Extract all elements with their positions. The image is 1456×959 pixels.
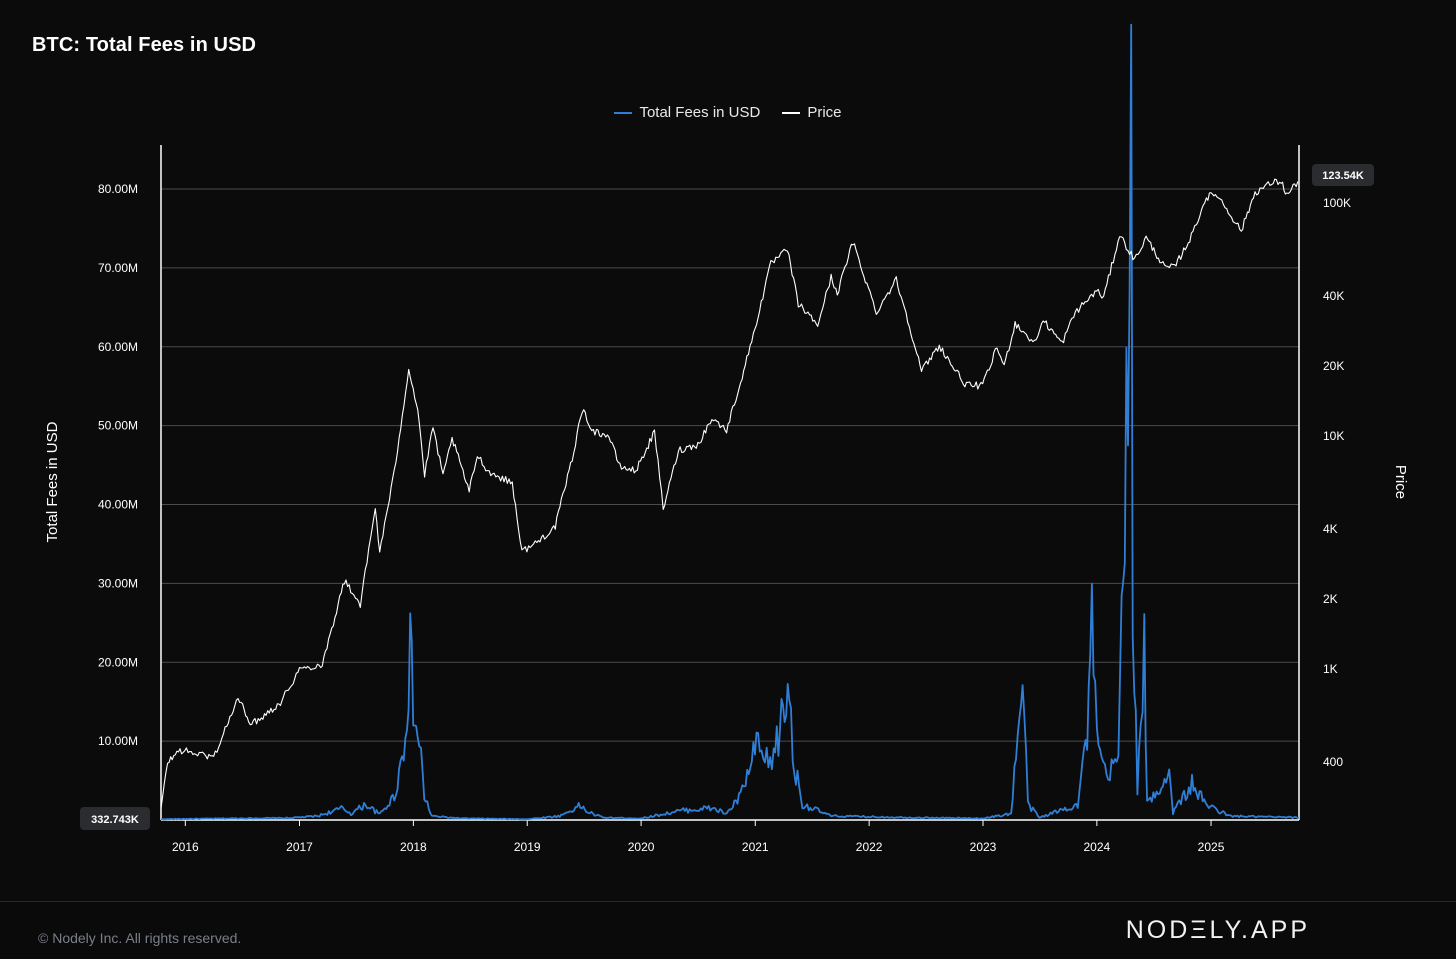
- left-tick-label: 10.00M: [98, 734, 138, 748]
- x-tick-label: 2021: [742, 840, 769, 854]
- last-price-badge: 123.54K: [1312, 164, 1374, 186]
- left-axis-title: Total Fees in USD: [44, 421, 61, 542]
- x-tick-label: 2018: [400, 840, 427, 854]
- left-tick-label: 60.00M: [98, 340, 138, 354]
- x-axis-ticks: 2016 2017 2018 2019 2020 2021 2022 2023 2024 2025: [172, 820, 1225, 854]
- legend-item-fees[interactable]: Total Fees in USD: [614, 104, 760, 121]
- x-tick-label: 2016: [172, 840, 199, 854]
- right-tick-label: 2K: [1323, 592, 1338, 606]
- min-value-badge-text: 332.743K: [91, 814, 139, 826]
- left-tick-label: 80.00M: [98, 182, 138, 196]
- x-tick-label: 2020: [628, 840, 655, 854]
- left-tick-label: 40.00M: [98, 498, 138, 512]
- x-tick-label: 2024: [1084, 840, 1111, 854]
- gridlines: [161, 188, 1299, 742]
- left-tick-label: 50.00M: [98, 419, 138, 433]
- right-tick-label: 40K: [1323, 289, 1344, 303]
- left-axis-ticks: 10.00M 20.00M 30.00M 40.00M 50.00M 60.00M 70.0…: [98, 182, 138, 748]
- series-layer: [160, 23, 1300, 821]
- left-tick-label: 30.00M: [98, 576, 138, 590]
- right-tick-label: 20K: [1323, 359, 1344, 373]
- fees-line: [160, 23, 1300, 821]
- x-tick-label: 2022: [856, 840, 883, 854]
- legend-label-price: Price: [807, 104, 842, 121]
- min-value-badge: 332.743K: [80, 807, 150, 830]
- chart-title: BTC: Total Fees in USD: [32, 34, 257, 56]
- chart-plot: 10.00M 20.00M 30.00M 40.00M 50.00M 60.00M 70.0…: [44, 23, 1409, 854]
- last-price-badge-text: 123.54K: [1322, 170, 1364, 182]
- right-axis-ticks: 400 1K 2K 4K 10K 20K 40K 100K: [1323, 196, 1351, 769]
- copyright-text: © Nodely Inc. All rights reserved.: [38, 930, 242, 946]
- footer: © Nodely Inc. All rights reserved. NODΞL…: [0, 901, 1456, 959]
- x-tick-label: 2019: [514, 840, 541, 854]
- price-line: [160, 178, 1299, 809]
- x-tick-label: 2017: [286, 840, 313, 854]
- right-tick-label: 10K: [1323, 429, 1344, 443]
- legend-swatch-fees: [614, 111, 633, 114]
- x-tick-label: 2025: [1198, 840, 1225, 854]
- right-tick-label: 1K: [1323, 662, 1338, 676]
- legend-swatch-price: [782, 111, 801, 114]
- x-tick-label: 2023: [970, 840, 997, 854]
- right-axis-title: Price: [1392, 465, 1409, 499]
- chart-legend: Total Fees in USD Price: [0, 104, 1456, 121]
- right-tick-label: 400: [1323, 755, 1343, 769]
- legend-item-price[interactable]: Price: [782, 104, 842, 121]
- legend-label-fees: Total Fees in USD: [639, 104, 761, 121]
- left-tick-label: 70.00M: [98, 261, 138, 275]
- brand-logo[interactable]: NODΞLY.APP: [1125, 916, 1310, 944]
- left-tick-label: 20.00M: [98, 655, 138, 669]
- right-tick-label: 100K: [1323, 196, 1351, 210]
- right-tick-label: 4K: [1323, 522, 1338, 536]
